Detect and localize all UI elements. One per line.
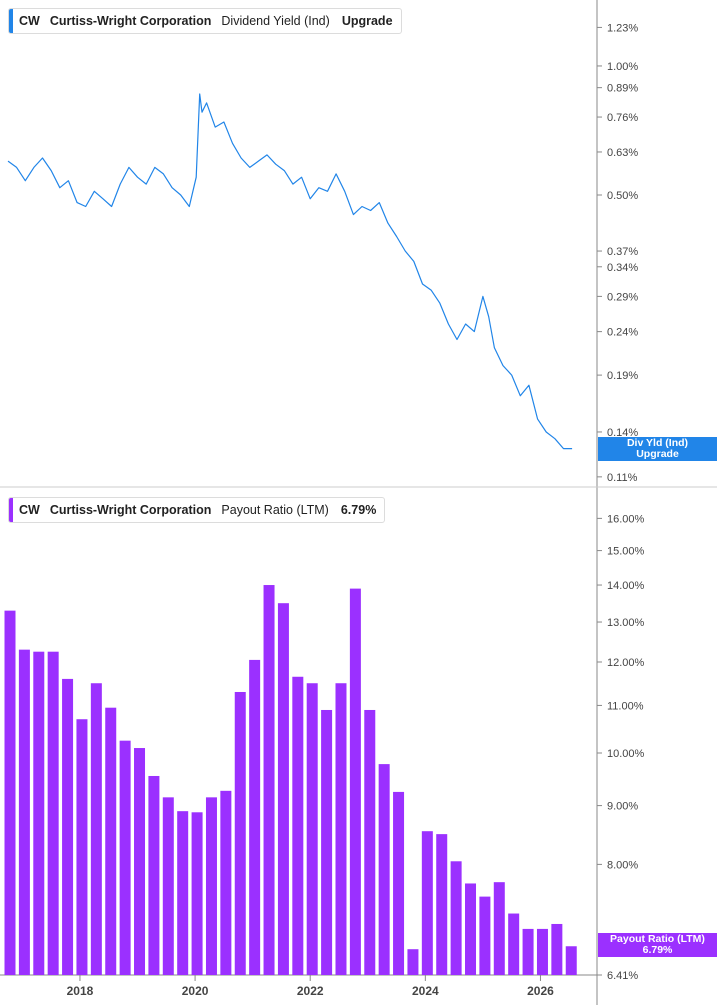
payout-bar — [421, 831, 433, 975]
payout-bar — [493, 882, 505, 975]
legend-metric: Dividend Yield (Ind) — [221, 14, 330, 28]
x-tick-label: 2022 — [297, 984, 324, 998]
payout-bar — [191, 812, 203, 975]
payout-bar — [234, 691, 246, 975]
legend-company: Curtiss-Wright Corporation — [49, 14, 212, 28]
y-tick-label: 0.89% — [607, 83, 638, 95]
payout-bar — [508, 913, 520, 975]
payout-bar — [536, 928, 548, 975]
y-tick-label: 0.11% — [607, 472, 638, 484]
y-tick-label: 0.19% — [607, 370, 638, 382]
payout-bar — [119, 740, 131, 975]
payout-bar — [349, 588, 361, 975]
payout-bar — [47, 651, 59, 975]
payout-bar — [4, 610, 16, 975]
payout-bar — [479, 896, 491, 975]
x-tick-label: 2020 — [182, 984, 209, 998]
dividend-yield-legend[interactable]: CW Curtiss-Wright Corporation Dividend Y… — [8, 8, 402, 34]
y-tick-label: 12.00% — [607, 657, 645, 669]
payout-bar — [33, 651, 45, 975]
payout-bar — [393, 791, 405, 975]
payout-bar — [18, 649, 30, 975]
y-tick-label: 8.00% — [607, 859, 638, 871]
payout-bar — [177, 811, 189, 975]
payout-bar — [90, 683, 102, 975]
payout-bar — [522, 928, 534, 975]
payout-bar — [378, 764, 390, 975]
y-tick-label: 0.24% — [607, 327, 638, 339]
payout-bar — [205, 797, 217, 975]
y-tick-label: 0.63% — [607, 147, 638, 159]
y-tick-label: 0.34% — [607, 262, 638, 274]
y-tick-label: 0.37% — [607, 246, 638, 258]
payout-bar — [321, 709, 333, 975]
x-tick-label: 2024 — [412, 984, 439, 998]
legend-color-swatch — [9, 498, 13, 522]
payout-bar — [407, 949, 419, 975]
payout-bar — [162, 797, 174, 975]
legend-company: Curtiss-Wright Corporation — [49, 503, 212, 517]
flag-line-2: Upgrade — [636, 448, 679, 460]
flag-line-1: Div Yld (Ind) — [626, 437, 689, 449]
y-tick-label: 0.76% — [607, 112, 638, 124]
payout-bar — [76, 719, 88, 975]
flag-line-1: Payout Ratio (LTM) — [610, 933, 705, 945]
x-tick-label: 2026 — [527, 984, 554, 998]
dividend-yield-line — [7, 93, 573, 450]
y-tick-label: 10.00% — [607, 748, 645, 760]
legend-ticker: CW — [19, 503, 40, 517]
payout-bar — [292, 676, 304, 975]
y-tick-label: 9.00% — [607, 801, 638, 813]
legend-ticker: CW — [19, 14, 40, 28]
payout-bar — [450, 861, 462, 975]
flag-line-2: 6.79% — [642, 944, 673, 956]
payout-bar — [105, 707, 117, 975]
div-yield-last-value-flag: Div Yld (Ind) Upgrade — [598, 437, 717, 461]
payout-bar — [551, 923, 563, 975]
payout-bar — [62, 678, 74, 975]
y-tick-label: 0.50% — [607, 190, 638, 202]
payout-bar — [263, 585, 275, 975]
legend-value: 6.79% — [340, 503, 377, 517]
payout-bar — [277, 603, 289, 975]
legend-color-swatch — [9, 9, 13, 33]
y-tick-label: 13.00% — [607, 617, 645, 629]
payout-bar — [249, 659, 261, 975]
payout-bar — [465, 883, 477, 975]
payout-bar — [364, 709, 376, 975]
payout-bar — [436, 834, 448, 975]
payout-bar — [335, 683, 347, 975]
x-tick-label: 2018 — [67, 984, 94, 998]
payout-bar — [306, 683, 318, 975]
y-tick-label: 15.00% — [607, 546, 645, 558]
y-tick-label: 0.14% — [607, 427, 638, 439]
y-tick-label: 14.00% — [607, 580, 645, 592]
payout-bar — [148, 775, 160, 975]
payout-ratio-last-value-flag: Payout Ratio (LTM) 6.79% — [598, 933, 717, 957]
y-tick-label: 6.41% — [607, 970, 638, 982]
y-tick-label: 16.00% — [607, 513, 645, 525]
y-tick-label: 11.00% — [607, 700, 644, 712]
payout-bar — [134, 748, 146, 975]
payout-bar — [565, 946, 577, 975]
legend-value[interactable]: Upgrade — [341, 14, 393, 28]
y-tick-label: 1.23% — [607, 22, 638, 34]
y-tick-label: 1.00% — [607, 61, 638, 73]
payout-ratio-legend[interactable]: CW Curtiss-Wright Corporation Payout Rat… — [8, 497, 386, 523]
legend-metric: Payout Ratio (LTM) — [221, 503, 329, 517]
payout-bar — [220, 790, 232, 975]
y-tick-label: 0.29% — [607, 291, 638, 303]
